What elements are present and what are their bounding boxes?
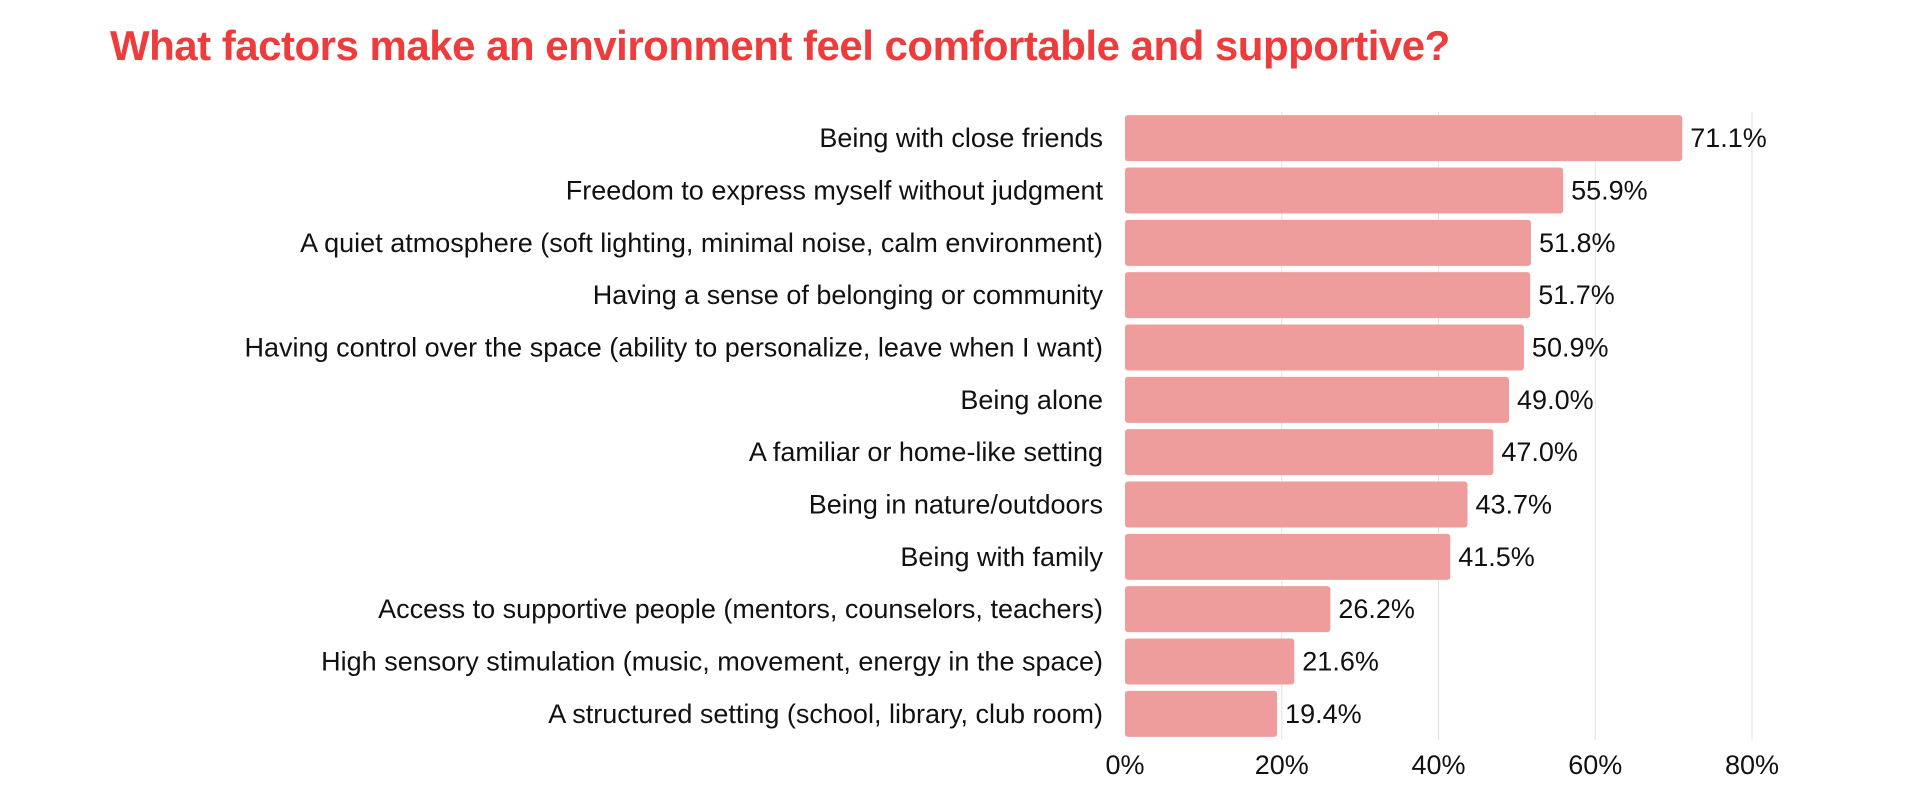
category-label: A structured setting (school, library, c… (548, 699, 1103, 729)
x-tick-label: 80% (1725, 750, 1779, 780)
bar[interactable] (1125, 219, 1531, 266)
category-label: Being with close friends (819, 123, 1103, 153)
x-tick-label: 60% (1568, 750, 1622, 780)
x-tick-label: 40% (1411, 750, 1465, 780)
category-label: Being alone (960, 385, 1103, 415)
data-label: 55.9% (1571, 176, 1648, 206)
bar[interactable] (1125, 376, 1510, 423)
x-tick-label: 0% (1105, 750, 1144, 780)
bar[interactable] (1125, 324, 1524, 371)
bar[interactable] (1125, 429, 1494, 476)
category-label: Access to supportive people (mentors, co… (378, 594, 1103, 624)
category-label: Having a sense of belonging or community (593, 280, 1104, 310)
data-label: 51.7% (1538, 280, 1615, 310)
data-label: 47.0% (1501, 437, 1578, 467)
bar[interactable] (1125, 481, 1468, 528)
bar[interactable] (1125, 690, 1278, 737)
category-label: Being with family (900, 542, 1103, 572)
bar[interactable] (1125, 272, 1531, 319)
category-label: Freedom to express myself without judgme… (566, 176, 1104, 206)
category-label: A quiet atmosphere (soft lighting, minim… (300, 228, 1103, 258)
chart-title: What factors make an environment feel co… (110, 22, 1450, 69)
data-label: 41.5% (1458, 542, 1535, 572)
bar[interactable] (1125, 167, 1564, 214)
data-label: 21.6% (1302, 647, 1379, 677)
category-label: Being in nature/outdoors (809, 490, 1103, 520)
data-label: 50.9% (1532, 333, 1609, 363)
category-label: A familiar or home-like setting (749, 437, 1103, 467)
data-label: 26.2% (1338, 594, 1415, 624)
bar[interactable] (1125, 638, 1295, 685)
data-label: 71.1% (1690, 123, 1767, 153)
category-label: Having control over the space (ability t… (245, 333, 1103, 363)
bar[interactable] (1125, 115, 1683, 162)
data-label: 19.4% (1285, 699, 1362, 729)
bar[interactable] (1125, 586, 1331, 633)
data-label: 49.0% (1517, 385, 1594, 415)
bar[interactable] (1125, 533, 1451, 580)
data-label: 51.8% (1539, 228, 1616, 258)
x-tick-label: 20% (1255, 750, 1309, 780)
category-label: High sensory stimulation (music, movemen… (321, 647, 1103, 677)
data-label: 43.7% (1475, 490, 1552, 520)
